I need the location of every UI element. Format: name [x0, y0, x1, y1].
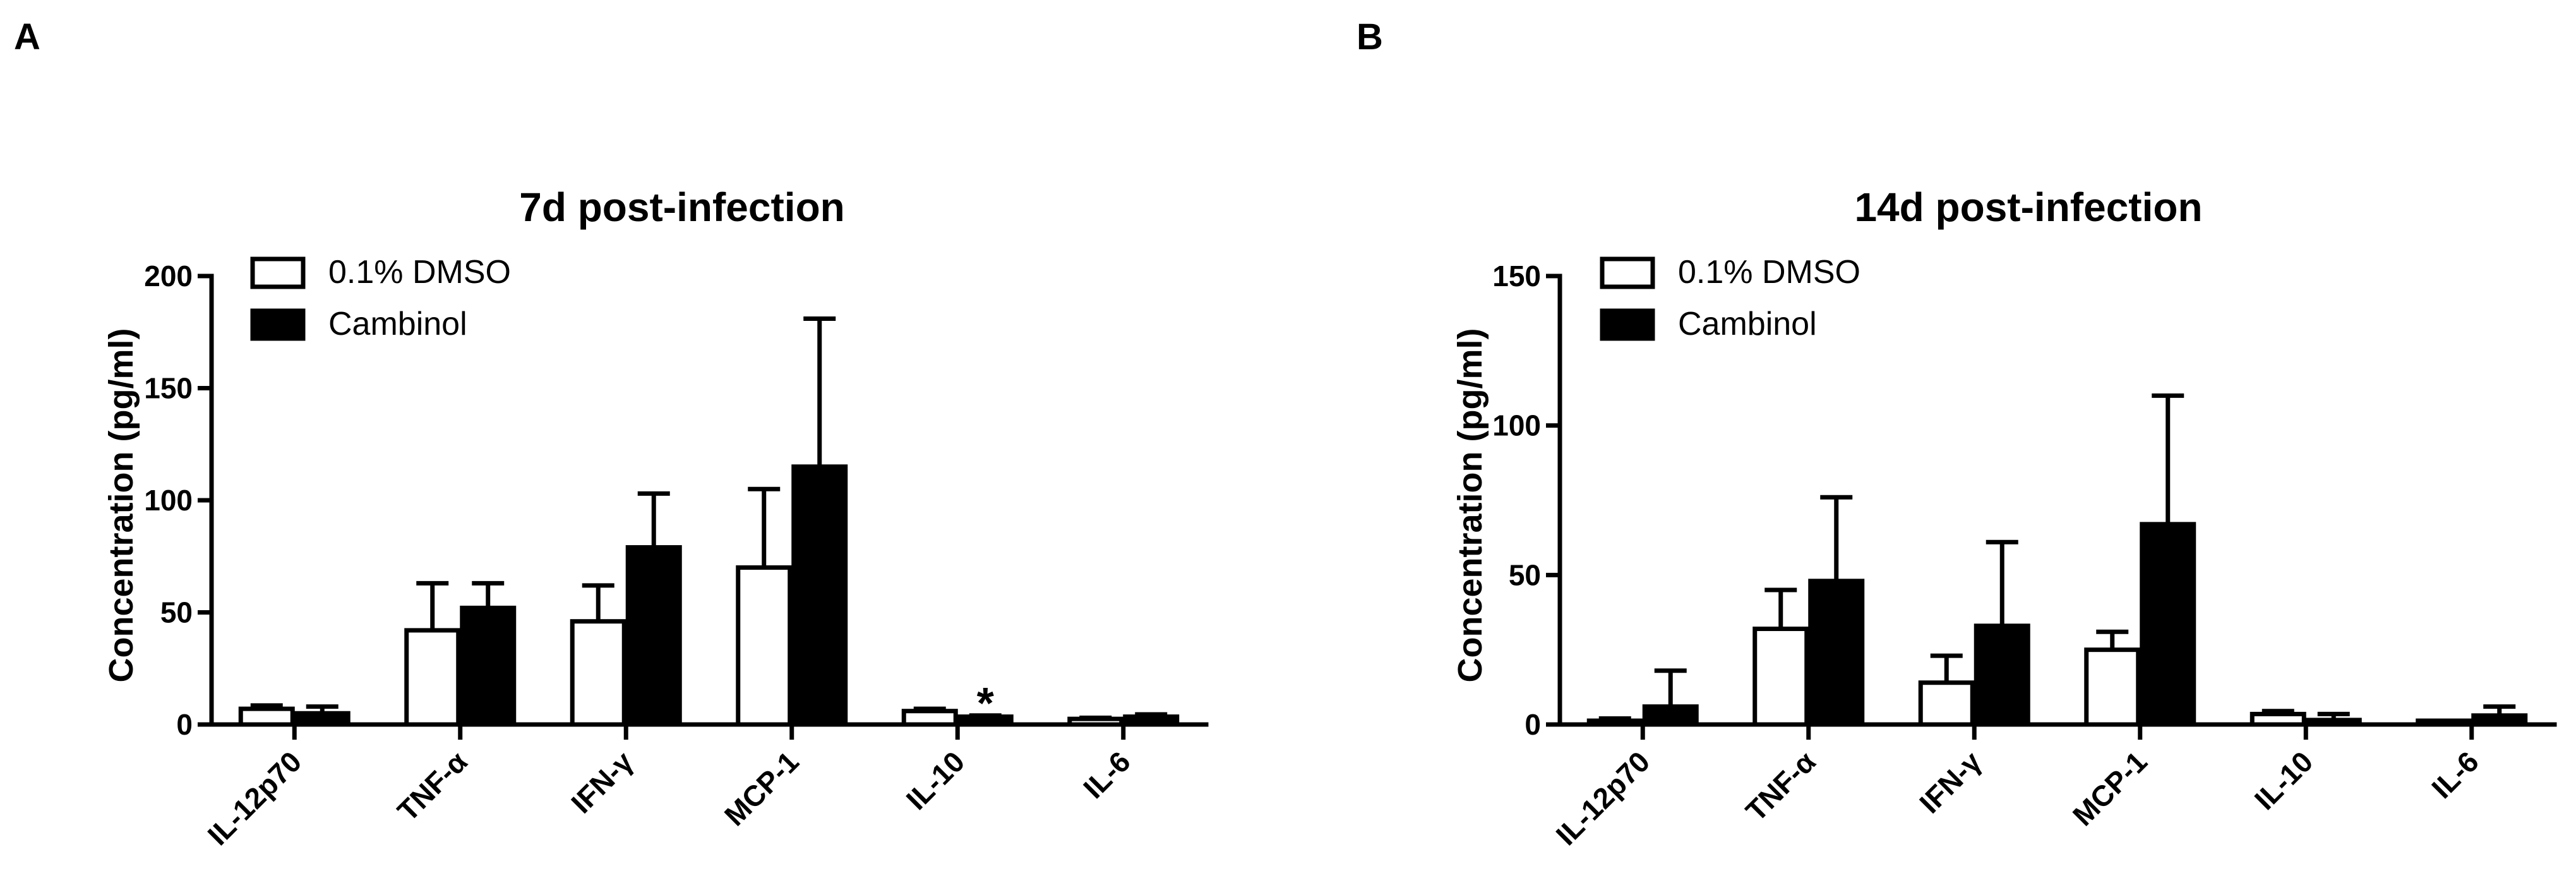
x-tick-label: IL-10 — [900, 745, 971, 816]
bar — [460, 605, 517, 727]
panel-b-label: B — [1357, 16, 1383, 57]
y-tick-label: 150 — [144, 372, 193, 405]
y-tick-label: 50 — [1509, 558, 1541, 591]
legend-swatch — [250, 256, 306, 289]
x-tick-label: IFN-γ — [565, 745, 639, 819]
y-tick-label: 100 — [144, 484, 193, 517]
x-tick-label: IL-12p70 — [201, 745, 308, 851]
bar — [2416, 718, 2472, 727]
y-tick-label: 150 — [1492, 260, 1541, 292]
bar — [901, 709, 958, 727]
bar — [2140, 522, 2196, 727]
y-tick-label: 0 — [176, 708, 193, 741]
y-axis-label: Concentration (pg/ml) — [102, 328, 140, 683]
y-tick-label: 50 — [160, 596, 193, 629]
legend-swatch — [250, 308, 306, 341]
bar — [791, 464, 848, 727]
panel-a-label: A — [14, 16, 40, 57]
bar — [1586, 718, 1643, 727]
bar — [1918, 680, 1975, 727]
bar — [1752, 627, 1809, 727]
legend-label: 0.1% DMSO — [328, 254, 511, 291]
legend-swatch — [1600, 256, 1655, 289]
chart-7d: 7d post-infection Concentration (pg/ml) … — [102, 184, 1209, 851]
bar — [1642, 704, 1699, 727]
bar — [570, 619, 626, 727]
legend-swatch — [1600, 308, 1655, 341]
bar — [2084, 647, 2141, 727]
y-axis-label: Concentration (pg/ml) — [1451, 328, 1489, 683]
x-tick-label: IL-10 — [2248, 745, 2320, 816]
legend-label: Cambinol — [1678, 306, 1817, 342]
bar — [1808, 579, 1865, 727]
legend-label: 0.1% DMSO — [1678, 254, 1860, 291]
bar — [2471, 713, 2528, 727]
bar — [1067, 716, 1124, 727]
chart-14d: 14d post-infection Concentration (pg/ml)… — [1451, 184, 2557, 851]
bar — [736, 565, 793, 727]
significance-marker: * — [977, 678, 995, 728]
x-tick-label: IL-6 — [1077, 745, 1137, 805]
x-tick-label: TNF-α — [1739, 745, 1822, 827]
bar — [404, 628, 461, 727]
y-tick-label: 0 — [1525, 708, 1541, 741]
chart-title: 14d post-infection — [1854, 184, 2202, 230]
chart-title: 7d post-infection — [519, 184, 845, 230]
y-tick-label: 100 — [1492, 409, 1541, 442]
bar — [2250, 711, 2306, 727]
bar — [625, 545, 682, 727]
bar — [238, 706, 295, 727]
x-tick-label: TNF-α — [391, 745, 474, 827]
x-tick-label: IL-6 — [2425, 745, 2485, 805]
bar — [957, 714, 1014, 727]
bar — [294, 711, 350, 727]
bar — [1123, 714, 1180, 727]
bar — [2305, 718, 2362, 727]
x-tick-label: MCP-1 — [2066, 745, 2154, 832]
bar — [1974, 623, 2030, 727]
legend-label: Cambinol — [328, 306, 467, 342]
x-tick-label: IFN-γ — [1913, 745, 1987, 819]
x-tick-label: MCP-1 — [718, 745, 805, 832]
x-tick-label: IL-12p70 — [1550, 745, 1656, 851]
y-tick-label: 200 — [144, 260, 193, 292]
